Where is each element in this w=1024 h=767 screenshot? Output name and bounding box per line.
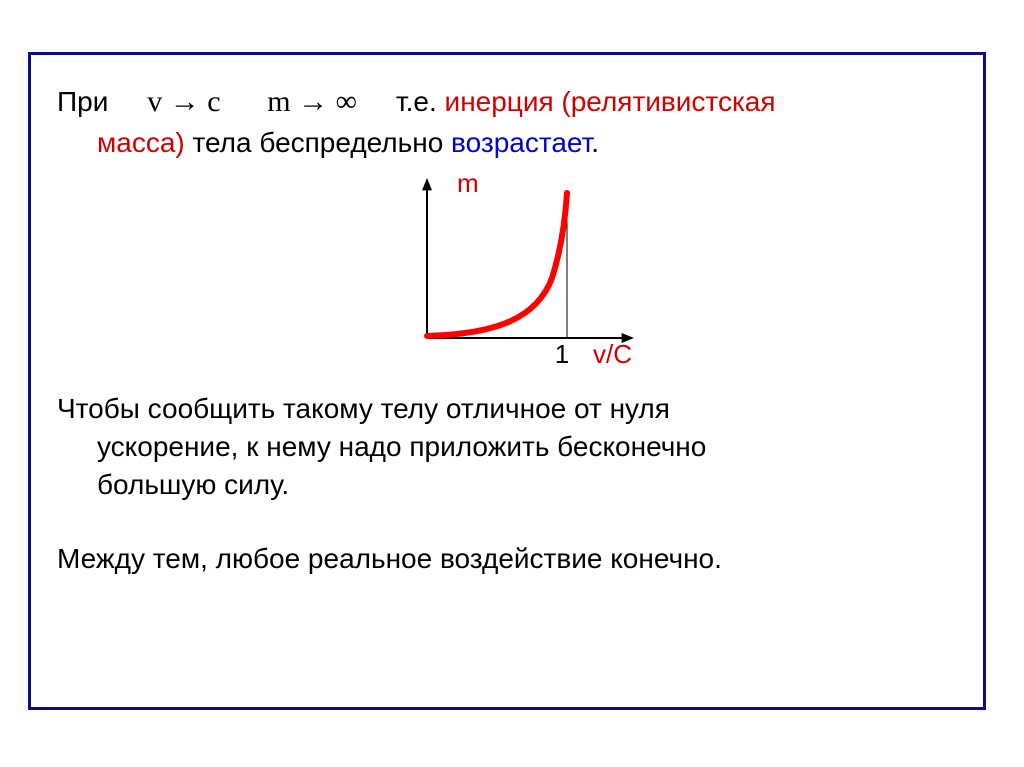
formula-m-to-inf: m → ∞	[267, 85, 357, 118]
word-inertia: инерция (релятивистская	[445, 86, 776, 117]
paragraph-2: Чтобы сообщить такому телу отличное от н…	[57, 390, 957, 503]
word-massa: масса)	[97, 127, 185, 158]
formula-v-to-c: v → c	[147, 85, 220, 118]
slide-frame: При v → c m → ∞ т.е. инерция (релятивист…	[28, 52, 986, 710]
svg-text:v/C: v/C	[593, 339, 632, 368]
word-dot: .	[591, 127, 599, 158]
word-pri: При	[57, 86, 108, 117]
word-tela: тела беспредельно	[185, 127, 451, 158]
relativistic-mass-chart: m 1 v/C	[367, 168, 647, 368]
chart-container: m 1 v/C	[57, 168, 957, 368]
word-vozrastaet: возрастает	[451, 127, 591, 158]
p3-line1: Между тем, любое реальное воздействие ко…	[57, 543, 722, 574]
p2-line3: большую силу.	[97, 469, 289, 500]
paragraph-3: Между тем, любое реальное воздействие ко…	[57, 540, 957, 578]
svg-text:m: m	[457, 168, 479, 198]
p2-line2: ускорение, к нему надо приложить бесконе…	[97, 431, 706, 462]
svg-text:1: 1	[555, 339, 569, 368]
p2-line1: Чтобы сообщить такому телу отличное от н…	[57, 393, 670, 424]
sentence-1: При v → c m → ∞ т.е. инерция (релятивист…	[57, 81, 957, 162]
word-te: т.е.	[396, 86, 445, 117]
